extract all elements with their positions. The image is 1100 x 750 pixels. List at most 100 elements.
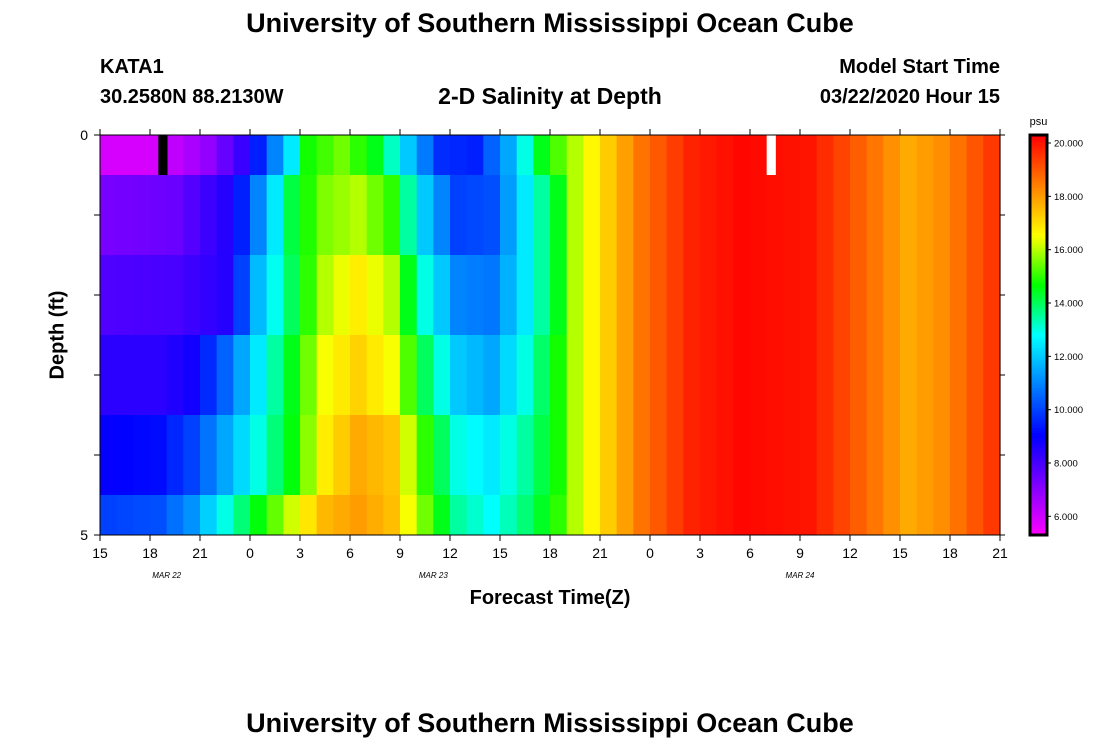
heatmap-cell	[950, 495, 968, 536]
colorbar-swatch	[1030, 147, 1047, 151]
heatmap-cell	[183, 415, 201, 496]
heatmap-cell	[100, 415, 118, 496]
colorbar-swatch	[1030, 205, 1047, 209]
heatmap-cell	[433, 495, 451, 536]
colorbar-swatch	[1030, 462, 1047, 466]
colorbar-swatch	[1030, 150, 1047, 154]
colorbar-swatch	[1030, 410, 1047, 414]
colorbar-swatch	[1030, 292, 1047, 296]
heatmap-cell	[350, 335, 368, 416]
colorbar-swatch	[1030, 400, 1047, 404]
colorbar-swatch	[1030, 365, 1047, 369]
heatmap-cell	[383, 495, 401, 536]
x-tick-label: 18	[142, 545, 158, 561]
heatmap-cell	[550, 415, 568, 496]
heatmap-cell	[700, 135, 718, 176]
colorbar-swatch	[1030, 440, 1047, 444]
colorbar-swatch	[1030, 275, 1047, 279]
heatmap-cell	[783, 175, 801, 256]
colorbar-swatch	[1030, 180, 1047, 184]
heatmap-cell	[266, 335, 284, 416]
heatmap-cell	[483, 335, 501, 416]
heatmap-cell	[750, 135, 768, 176]
heatmap-cell	[616, 255, 634, 336]
colorbar-swatch	[1030, 330, 1047, 334]
heatmap-cell	[816, 495, 834, 536]
heatmap-cell	[616, 495, 634, 536]
heatmap-cell	[150, 175, 168, 256]
heatmap-cell	[100, 255, 118, 336]
heatmap-cell	[983, 495, 1001, 536]
heatmap-cell	[150, 495, 168, 536]
colorbar-swatch	[1030, 492, 1047, 496]
heatmap-cell	[150, 335, 168, 416]
heatmap-cell	[716, 135, 734, 176]
x-tick-label: 15	[892, 545, 908, 561]
heatmap-cell	[866, 335, 884, 416]
heatmap-cell	[183, 255, 201, 336]
colorbar-unit: psu	[1030, 116, 1048, 128]
colorbar-swatch	[1030, 382, 1047, 386]
heatmap-cell	[383, 135, 401, 176]
heatmap-cell	[900, 415, 918, 496]
colorbar-swatch	[1030, 505, 1047, 509]
heatmap-cell	[300, 175, 318, 256]
heatmap-cell	[183, 495, 201, 536]
colorbar-swatch	[1030, 172, 1047, 176]
heatmap-cell	[583, 415, 601, 496]
heatmap-cell	[633, 495, 651, 536]
colorbar-tick-label: 6.000	[1054, 512, 1078, 523]
heatmap-cell	[400, 335, 418, 416]
heatmap-cell	[333, 255, 351, 336]
heatmap-cell	[550, 175, 568, 256]
x-tick-label: 3	[296, 545, 304, 561]
heatmap-cell	[450, 175, 468, 256]
heatmap-cell	[516, 175, 534, 256]
heatmap-cell	[466, 415, 484, 496]
heatmap-cell	[966, 255, 984, 336]
x-tick-label: 3	[696, 545, 704, 561]
heatmap-cell	[433, 335, 451, 416]
heatmap-cell	[100, 495, 118, 536]
x-axis: 15 18 21 0 3 6 9 12 15 18 21 0 3 6 9 12 15 18 21 MAR 22 MAR …	[92, 129, 1008, 580]
heatmap-cell	[350, 175, 368, 256]
heatmap-cell	[133, 415, 151, 496]
heatmap-cell	[516, 135, 534, 176]
heatmap-cell	[950, 255, 968, 336]
heatmap-cell	[216, 335, 234, 416]
heatmap-cell	[450, 255, 468, 336]
heatmap-cell	[400, 175, 418, 256]
heatmap-cell	[866, 175, 884, 256]
heatmap-cell	[900, 495, 918, 536]
colorbar-swatch	[1030, 337, 1047, 341]
colorbar-swatch	[1030, 272, 1047, 276]
colorbar-swatch	[1030, 167, 1047, 171]
colorbar-swatch	[1030, 232, 1047, 236]
heatmap-cell	[916, 255, 934, 336]
colorbar-swatch	[1030, 367, 1047, 371]
heatmap-cell	[850, 175, 868, 256]
colorbar-swatch	[1030, 252, 1047, 256]
colorbar-swatch	[1030, 510, 1047, 514]
heatmap-cell	[283, 255, 301, 336]
colorbar-swatch	[1030, 222, 1047, 226]
heatmap-cell	[366, 175, 384, 256]
colorbar-swatch	[1030, 482, 1047, 486]
colorbar-swatch	[1030, 192, 1047, 196]
heatmap-cell	[666, 135, 684, 176]
colorbar-swatch	[1030, 257, 1047, 261]
heatmap-cell	[766, 175, 784, 256]
heatmap-cell	[766, 335, 784, 416]
colorbar-swatch	[1030, 525, 1047, 529]
heatmap-cell	[583, 175, 601, 256]
heatmap-cell	[483, 495, 501, 536]
heatmap-cell	[866, 255, 884, 336]
heatmap-cell	[783, 495, 801, 536]
heatmap-cell	[400, 255, 418, 336]
colorbar-swatch	[1030, 280, 1047, 284]
colorbar-swatch	[1030, 322, 1047, 326]
heatmap-cell	[516, 495, 534, 536]
heatmap-cell	[816, 415, 834, 496]
colorbar-swatch	[1030, 242, 1047, 246]
colorbar-swatch	[1030, 390, 1047, 394]
